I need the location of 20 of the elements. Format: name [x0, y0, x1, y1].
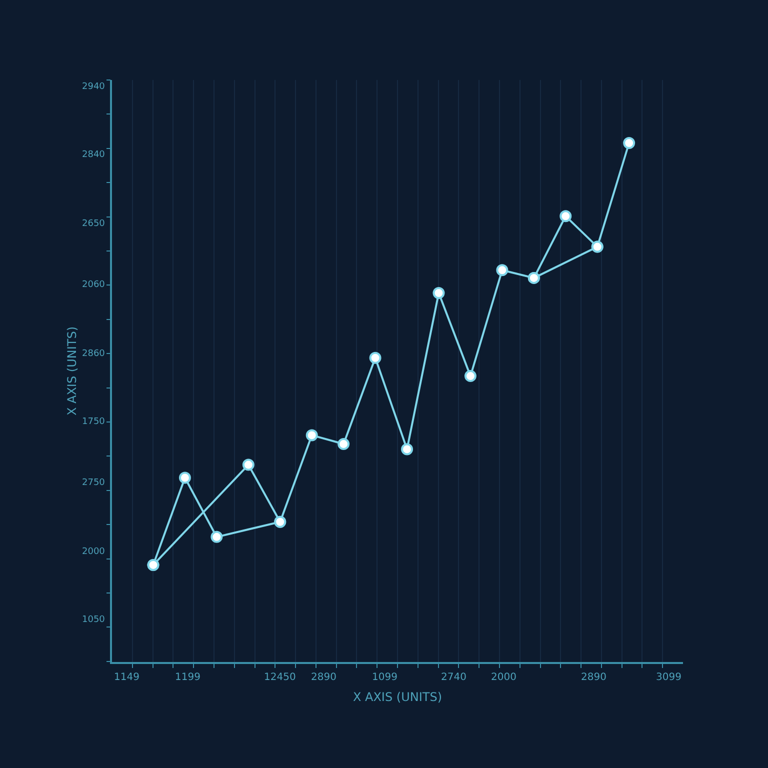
text: 2860 — [82, 349, 106, 359]
text: 2000 — [491, 672, 516, 683]
y-axis-title: X AXIS (UNITS) — [65, 326, 80, 416]
text: 2940 — [82, 82, 106, 92]
text: 2740 — [441, 672, 466, 683]
text: 1199 — [175, 672, 200, 683]
text: 2000 — [82, 547, 106, 557]
text: 2840 — [82, 150, 106, 160]
text: 2750 — [82, 478, 106, 488]
text: 3099 — [656, 672, 682, 683]
text: 1050 — [82, 615, 106, 625]
text: 12450 — [264, 672, 296, 683]
text: 1099 — [372, 672, 398, 683]
text: 1149 — [114, 672, 140, 683]
text: 2060 — [82, 280, 106, 290]
text: 1750 — [82, 417, 106, 427]
text: 2890 — [581, 672, 606, 683]
text: 2890 — [311, 672, 336, 683]
text: 2650 — [82, 219, 106, 229]
x-axis-title: X AXIS (UNITS) — [352, 690, 442, 704]
